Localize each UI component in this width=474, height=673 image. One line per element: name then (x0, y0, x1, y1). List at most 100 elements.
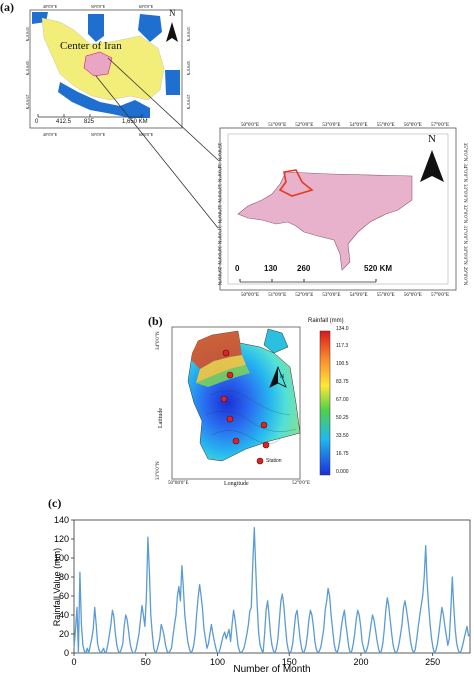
figure-a-svg: 50°0'0"E 50°0'0"E 51°0'0"E 51°0'0"E 52°0'0"E… (25, 4, 467, 298)
center-of-iran-label: Center of Iran (60, 40, 122, 52)
inset-lat-tick: 25°0'0"N (25, 95, 30, 110)
main-lon-tick: 52°0'0"E (295, 293, 313, 298)
legend-value: 16.75 (336, 451, 349, 457)
main-lat-tick: 29°0'0"N (216, 267, 221, 286)
y-tick-label: 120 (54, 534, 69, 544)
main-lon-tick: 50°0'0"E (241, 293, 259, 298)
inset-lat-tick: 35°0'0"N (25, 27, 30, 42)
main-lon-tick: 53°0'0"E (322, 123, 340, 128)
x-tick-label: 100 (210, 657, 225, 667)
main-scale-2: 260 (297, 264, 311, 273)
main-lat-tick: 32°0'0"N (462, 205, 467, 224)
inset-lon-tick: 60°0'0"E (139, 4, 154, 9)
inset-scale-1: 412.5 (56, 119, 72, 125)
main-lat-tick: 32°0'0"N (216, 205, 221, 224)
main-lon-tick: 57°0'0"E (431, 293, 449, 298)
inset-north-label: N (169, 8, 176, 18)
station-marker (222, 349, 230, 357)
plot-area-frame (73, 519, 471, 654)
rainfall-high-zone (192, 331, 242, 369)
b-xlabel: Longitude (224, 481, 249, 487)
legend-value: 33.50 (336, 433, 349, 439)
station-marker (262, 441, 270, 449)
center-of-iran-region (83, 51, 113, 77)
x-tick-label: 250 (425, 657, 440, 667)
legend-value: 83.75 (336, 379, 349, 385)
main-scale-3: 520 KM (364, 264, 393, 273)
b-lon-left: 50°80'0"E (168, 481, 189, 486)
inset-scale-3: 1,650 KM (122, 119, 148, 125)
y-tick-label: 0 (64, 648, 69, 658)
x-tick-label: 50 (141, 657, 151, 667)
rainfall-colorbar (319, 330, 331, 476)
b-ylabel: Latitude (158, 408, 164, 428)
b-lon-right: 52°0'0"E (292, 481, 310, 486)
caspian-sea (88, 14, 104, 42)
inset-lat-tick: 30°0'0"N (186, 61, 191, 76)
main-lon-tick: 57°0'0"E (431, 123, 449, 128)
station-legend-marker (256, 457, 264, 465)
y-tick-label: 20 (59, 629, 69, 639)
main-lat-tick: 30°0'0"N (216, 246, 221, 265)
inset-lat-tick: 30°0'0"N (25, 61, 30, 76)
main-lat-tick: 34°0'0"N (462, 163, 467, 182)
main-lat-tick: 29°0'0"N (462, 267, 467, 286)
inset-north-arrow-icon (166, 22, 178, 42)
legend-value: 0.000 (336, 469, 349, 475)
legend-value: 100.5 (336, 361, 349, 367)
main-lon-tick: 56°0'0"E (404, 293, 422, 298)
x-tick-label: 200 (353, 657, 368, 667)
inset-lon-tick: 40°0'0"E (43, 4, 58, 9)
study-region (237, 171, 413, 271)
station-label: Station (266, 458, 282, 464)
x-tick-label: 150 (282, 657, 297, 667)
y-tick-label: 40 (59, 610, 69, 620)
inset-lon-tick: 50°0'0"E (91, 132, 106, 137)
main-scale-1: 130 (264, 264, 278, 273)
inset-lon-tick: 50°0'0"E (91, 4, 106, 9)
main-lon-tick: 52°0'0"E (295, 123, 313, 128)
inset-scale-0: 0 (35, 119, 39, 125)
main-lat-tick: 30°0'0"N (462, 246, 467, 265)
y-tick-label: 100 (54, 553, 69, 563)
inset-lat-tick: 25°0'0"N (186, 95, 191, 110)
legend-title: Rainfall (mm) (308, 318, 344, 324)
b-lat-bottom: 33°0'0"N (156, 461, 161, 480)
persian-gulf (58, 82, 150, 118)
main-lat-tick: 31°0'0"N (462, 225, 467, 244)
station-marker (226, 371, 234, 379)
connector-line (95, 75, 219, 229)
main-lon-tick: 56°0'0"E (404, 123, 422, 128)
station-marker (220, 395, 228, 403)
series-line (73, 526, 471, 654)
inset-scale-2: 825 (84, 119, 95, 125)
water-right (165, 70, 180, 95)
figure-b-svg (171, 326, 331, 480)
main-lat-tick: 35°0'0"N (216, 143, 221, 162)
main-lon-tick: 54°0'0"E (350, 293, 368, 298)
rainfall-line-chart: 0 50 100 150 200 250 0 20 40 60 80 100 120 140 Rainf… (52, 515, 471, 673)
selected-subregion (278, 169, 314, 197)
legend-value: 134.0 (336, 326, 349, 332)
station-marker (232, 437, 240, 445)
legend-value: 50.25 (336, 415, 349, 421)
legend-value: 67.00 (336, 397, 349, 403)
main-lat-tick: 33°0'0"N (216, 184, 221, 203)
x-tick-label: 0 (71, 657, 76, 667)
main-north-label: N (428, 133, 436, 145)
inset-lon-tick: 40°0'0"E (43, 132, 58, 137)
inset-lon-tick: 60°0'0"E (139, 132, 154, 137)
y-tick-label: 60 (59, 591, 69, 601)
main-lon-tick: 55°0'0"E (377, 293, 395, 298)
y-axis-label: Rainfall Value (mm) (52, 548, 62, 626)
main-north-arrow-icon (420, 150, 444, 182)
main-lon-tick: 51°0'0"E (268, 123, 286, 128)
panel-a-label: (a) (0, 0, 14, 14)
main-lon-tick: 53°0'0"E (322, 293, 340, 298)
station-marker (260, 421, 268, 429)
main-lon-tick: 50°0'0"E (241, 123, 259, 128)
main-lat-tick: 31°0'0"N (216, 225, 221, 244)
main-lat-tick: 35°0'0"N (462, 143, 467, 162)
water-top-right (138, 14, 162, 42)
inset-lat-tick: 35°0'0"N (186, 27, 191, 42)
